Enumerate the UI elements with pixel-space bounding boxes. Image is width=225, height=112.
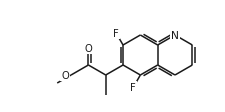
Text: F: F: [113, 29, 119, 39]
Text: N: N: [171, 31, 179, 41]
Text: F: F: [130, 82, 136, 92]
Text: O: O: [61, 70, 69, 80]
Text: O: O: [85, 44, 92, 54]
